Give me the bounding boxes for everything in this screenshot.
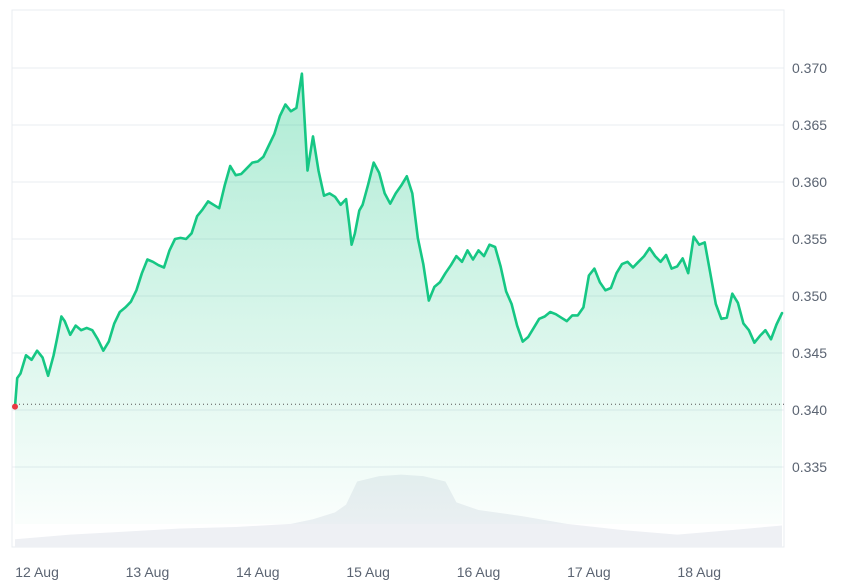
x-tick-label: 12 Aug [15,564,59,580]
x-tick-label: 17 Aug [567,564,611,580]
x-axis-ticks: 12 Aug 13 Aug 14 Aug 15 Aug 16 Aug 17 Aug 18 A… [15,564,721,580]
x-tick-label: 13 Aug [126,564,170,580]
y-tick-label: 0.365 [792,117,827,133]
x-tick-label: 14 Aug [236,564,280,580]
y-tick-label: 0.370 [792,60,827,76]
y-tick-label: 0.335 [792,459,827,475]
y-tick-label: 0.360 [792,174,827,190]
x-tick-label: 18 Aug [677,564,721,580]
price-line [13,72,784,408]
y-axis-ticks: 0.370 0.365 0.360 0.355 0.350 0.345 0.340 0.335 [792,60,827,475]
price-area-fill [15,73,782,524]
start-price-dot [12,403,18,410]
y-tick-label: 0.345 [792,345,827,361]
y-tick-label: 0.350 [792,288,827,304]
x-tick-label: 16 Aug [457,564,501,580]
y-tick-label: 0.355 [792,231,827,247]
y-tick-label: 0.340 [792,402,827,418]
x-tick-label: 15 Aug [346,564,390,580]
